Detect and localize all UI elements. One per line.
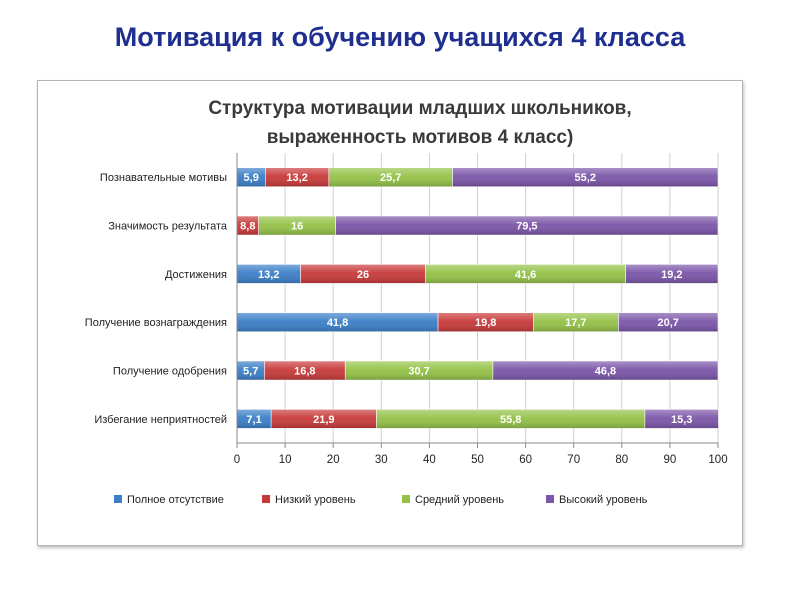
chart-title-line-1: Структура мотивации младших школьников,: [208, 98, 631, 119]
data-label: 16: [291, 221, 303, 233]
legend-swatch: [546, 495, 554, 503]
data-label: 8,8: [240, 221, 255, 233]
data-label: 17,7: [565, 317, 586, 329]
bar-segment-shade: [237, 216, 259, 235]
bar-segment-shade: [258, 216, 336, 235]
bar-segment-shade: [271, 409, 377, 429]
legend: Полное отсутствие Низкий уровень Средний у…: [114, 494, 648, 506]
bars: 5,9 13,2 25,7 55,2 8,8 16 79,5 13,2 26 41,6 19,2 41…: [236, 167, 719, 429]
legend-label: Низкий уровень: [275, 494, 356, 506]
bar-segment-shade: [335, 216, 718, 235]
data-label: 5,7: [243, 366, 258, 378]
x-tick-label: 20: [327, 454, 340, 466]
chart-frame: Структура мотивации младших школьников, …: [37, 80, 743, 546]
data-label: 41,6: [515, 269, 536, 281]
data-label: 5,9: [244, 172, 259, 184]
data-label: 41,8: [327, 317, 348, 329]
chart-title-line-2: выраженность мотивов 4 класс): [267, 127, 574, 148]
data-label: 46,8: [595, 366, 616, 378]
x-tick-label: 80: [615, 454, 628, 466]
bar-segment-shade: [492, 361, 718, 380]
bar-segment-shade: [438, 312, 534, 332]
x-tick-label: 30: [375, 454, 388, 466]
x-axis-ticks: 0 10 20 30 40 50 60 70 80 90 100: [234, 153, 728, 466]
bar-segment-shade: [376, 409, 645, 429]
bar-segment-shade: [345, 361, 493, 380]
x-tick-label: 40: [423, 454, 436, 466]
data-label: 55,2: [575, 172, 596, 184]
bar-segment-shade: [237, 409, 272, 429]
x-tick-label: 50: [471, 454, 484, 466]
bar-segment-shade: [452, 167, 718, 187]
legend-label: Полное отсутствие: [127, 494, 224, 506]
gridlines: [236, 153, 719, 443]
category-label: Получение одобрения: [113, 366, 227, 378]
bar-segment-shade: [265, 167, 329, 187]
data-label: 79,5: [516, 221, 537, 233]
x-tick-label: 10: [279, 454, 292, 466]
legend-swatch: [262, 495, 270, 503]
legend-swatch: [114, 495, 122, 503]
bar-segment-shade: [425, 264, 626, 284]
category-label: Познавательные мотивы: [100, 172, 227, 184]
data-label: 16,8: [294, 366, 315, 378]
data-label: 25,7: [380, 172, 401, 184]
bar-segment-shade: [237, 264, 301, 284]
category-label: Достижения: [165, 269, 227, 281]
x-tick-label: 0: [234, 454, 240, 466]
bar-segment-shade: [300, 264, 426, 284]
bar-segment-shade: [618, 312, 718, 332]
data-label: 7,1: [246, 414, 261, 426]
x-tick-label: 60: [519, 454, 532, 466]
data-label: 20,7: [658, 317, 679, 329]
data-label: 19,2: [661, 269, 682, 281]
data-label: 13,2: [286, 172, 307, 184]
slide-title: Мотивация к обучению учащихся 4 класса: [114, 22, 686, 52]
data-label: 13,2: [258, 269, 279, 281]
category-labels: Познавательные мотивы Значимость результа…: [85, 172, 228, 426]
bar-segment-shade: [328, 167, 453, 187]
bar-segment-shade: [237, 312, 439, 332]
legend-label: Высокий уровень: [559, 494, 648, 506]
bar-segment-shade: [237, 361, 265, 380]
data-label: 26: [357, 269, 369, 281]
x-tick-label: 90: [664, 454, 677, 466]
category-label: Получение вознаграждения: [85, 317, 227, 329]
x-tick-label: 100: [708, 454, 727, 466]
category-label: Избегание неприятностей: [94, 414, 227, 426]
bar-segment-shade: [644, 409, 719, 429]
category-label: Значимость результата: [108, 221, 228, 233]
x-tick-label: 70: [567, 454, 580, 466]
legend-swatch: [402, 495, 410, 503]
bar-segment-shade: [237, 167, 266, 187]
bar-segment-shade: [533, 312, 619, 332]
bar-segment-shade: [264, 361, 346, 380]
data-label: 19,8: [475, 317, 496, 329]
data-label: 55,8: [500, 414, 521, 426]
bar-segment-shade: [625, 264, 718, 284]
data-label: 30,7: [408, 366, 429, 378]
legend-label: Средний уровень: [415, 494, 504, 506]
data-label: 21,9: [313, 414, 334, 426]
data-label: 15,3: [671, 414, 692, 426]
stacked-bar-chart: Структура мотивации младших школьников, …: [85, 98, 728, 506]
